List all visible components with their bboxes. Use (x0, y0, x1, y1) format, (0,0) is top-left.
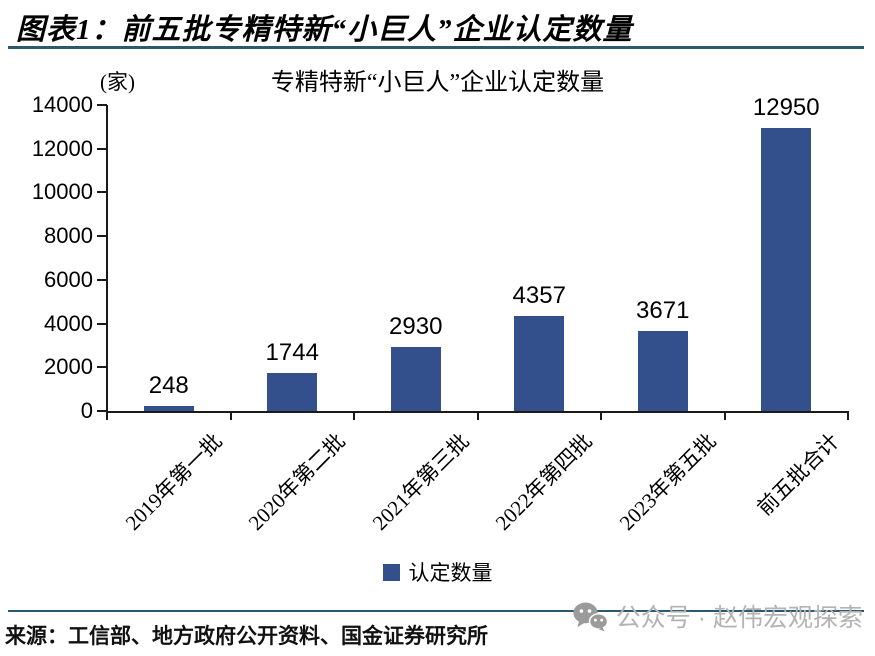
legend: 认定数量 (0, 557, 875, 587)
source-note: 来源：工信部、地方政府公开资料、国金证券研究所 (5, 624, 488, 648)
bar (761, 127, 812, 411)
x-axis-tick (600, 411, 602, 420)
x-category-label: 2022年第四批 (490, 428, 598, 535)
y-axis-tick-label: 10000 (31, 179, 93, 205)
bar (637, 330, 688, 411)
y-axis-tick-label: 6000 (44, 266, 93, 292)
y-axis-tick-label: 4000 (44, 310, 93, 336)
figure-title: 图表1：前五批专精特新“小巨人”企业认定数量 (16, 14, 633, 46)
x-axis-tick (353, 411, 355, 420)
y-axis-tick (97, 366, 107, 369)
y-axis-tick-label: 14000 (31, 92, 93, 117)
y-axis-tick (97, 191, 107, 194)
x-axis-tick (847, 411, 849, 420)
x-axis-tick (106, 411, 108, 420)
bar-value-label: 248 (148, 371, 189, 399)
bar (514, 315, 565, 411)
y-axis-line (106, 105, 108, 413)
y-axis-tick-label: 2000 (44, 354, 93, 380)
legend-marker-square (382, 563, 400, 581)
y-axis-tick-label: 8000 (44, 223, 93, 249)
x-category-label: 2023年第五批 (614, 428, 721, 535)
y-axis-tick (97, 322, 107, 325)
x-category-label: 2020年第二批 (243, 428, 351, 535)
y-axis-unit-label: (家) (100, 70, 135, 94)
y-axis-tick-label: 0 (80, 398, 93, 423)
x-axis-tick (723, 411, 726, 420)
watermark: 公众号 · 赵伟宏观探索 (572, 598, 863, 634)
chart-title: 专精特新“小巨人”企业认定数量 (270, 70, 605, 96)
footer-divider (8, 610, 864, 612)
y-axis-tick (97, 104, 107, 106)
x-category-label: 2021年第三批 (367, 428, 474, 535)
y-axis-tick (97, 278, 107, 281)
legend-series-label: 认定数量 (408, 561, 493, 585)
bar-value-label: 4357 (512, 281, 566, 309)
bar (143, 405, 194, 411)
header-divider (8, 46, 864, 49)
bar-value-label: 2930 (389, 312, 443, 340)
watermark-text: 公众号 · 赵伟宏观探索 (615, 604, 863, 632)
bar-value-label: 3671 (636, 296, 690, 324)
y-axis-tick (97, 410, 107, 412)
x-category-label: 前五批合计 (752, 428, 845, 521)
wechat-icon (573, 602, 608, 631)
y-axis-tick-label: 12000 (31, 135, 93, 161)
bar-value-label: 1744 (265, 338, 319, 366)
bar-value-label: 12950 (752, 93, 820, 121)
y-axis-tick (97, 147, 107, 150)
x-axis-tick (229, 411, 232, 420)
x-axis-tick (476, 411, 479, 420)
bar (390, 346, 441, 411)
x-category-label: 2019年第一批 (120, 428, 227, 535)
bar (267, 372, 318, 411)
y-axis-tick (97, 235, 107, 238)
